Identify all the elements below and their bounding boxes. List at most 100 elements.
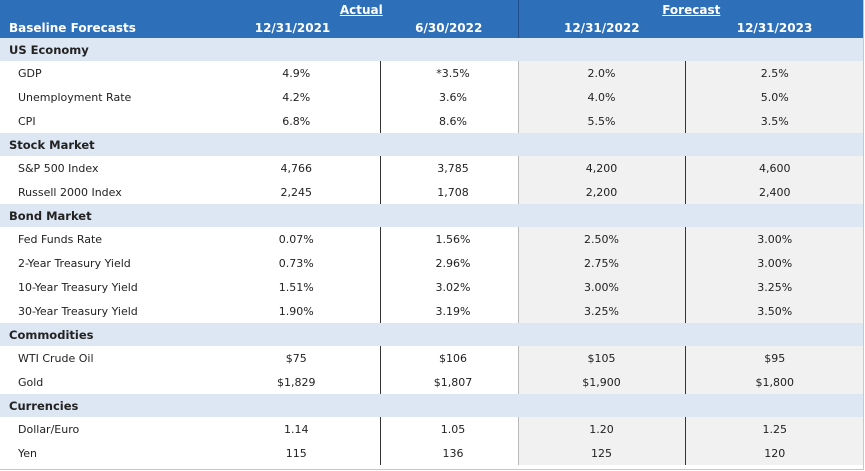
row-label: Unemployment Rate xyxy=(18,90,132,104)
cell-value: 120 xyxy=(684,441,865,465)
cell-value: 4.0% xyxy=(517,85,686,109)
forecast-group-header: Forecast xyxy=(517,0,865,17)
cell-value: 2.75% xyxy=(517,251,686,275)
section-row-us-economy: US Economy xyxy=(0,38,865,61)
cell-value: 4,600 xyxy=(684,156,865,180)
column-header-12-31-2023: 12/31/2023 xyxy=(685,17,865,38)
cell-value: 2.50% xyxy=(517,227,686,251)
cell-value: 3.02% xyxy=(379,275,519,299)
cell-value: 115 xyxy=(285,446,307,460)
forecast-label: Forecast xyxy=(662,3,721,17)
section-label: Currencies xyxy=(0,394,205,417)
cell-value: 5.5% xyxy=(517,109,686,133)
row-label: Yen xyxy=(18,446,37,460)
row-label: 10-Year Treasury Yield xyxy=(18,280,138,294)
cell-value: 6.8% xyxy=(282,114,311,128)
cell-value: $105 xyxy=(517,346,686,370)
section-label: Commodities xyxy=(0,323,205,346)
section-row-stock-market: Stock Market xyxy=(0,133,865,156)
cell-value: 2,245 xyxy=(280,185,313,199)
row-label: Dollar/Euro xyxy=(18,422,80,436)
cell-value: 2.96% xyxy=(379,251,519,275)
cell-value: 3.25% xyxy=(517,299,686,323)
cell-value: 3.6% xyxy=(379,85,519,109)
cell-value: 3.19% xyxy=(379,299,519,323)
cell-value: $95 xyxy=(684,346,865,370)
cell-value: 0.73% xyxy=(278,256,314,270)
cell-value: 4.2% xyxy=(282,90,311,104)
row-label: CPI xyxy=(18,114,36,128)
section-row-bond-market: Bond Market xyxy=(0,204,865,227)
cell-value: 3.25% xyxy=(684,275,865,299)
row-label: GDP xyxy=(18,66,42,80)
cell-value: 4,766 xyxy=(280,161,313,175)
table-row: S&P 500 Index 4,766 3,785 4,200 4,600 xyxy=(0,156,865,180)
cell-value: 0.07% xyxy=(278,232,314,246)
table-row: Russell 2000 Index 2,245 1,708 2,200 2,4… xyxy=(0,180,865,204)
cell-value: 1.14 xyxy=(284,422,309,436)
cell-value: 136 xyxy=(379,441,519,465)
row-label: 30-Year Treasury Yield xyxy=(18,304,138,318)
header-column-row: Baseline Forecasts 12/31/2021 6/30/2022 … xyxy=(0,17,865,38)
cell-value: *3.5% xyxy=(379,61,519,85)
cell-value: 2.0% xyxy=(517,61,686,85)
cell-value: $106 xyxy=(379,346,519,370)
cell-value: 1.25 xyxy=(684,417,865,441)
cell-value: 3.00% xyxy=(684,227,865,251)
cell-value: $1,829 xyxy=(277,375,316,389)
cell-value: 3.00% xyxy=(684,251,865,275)
section-row-commodities: Commodities xyxy=(0,323,865,346)
row-label: Russell 2000 Index xyxy=(18,185,122,199)
table-row: 2-Year Treasury Yield 0.73% 2.96% 2.75% … xyxy=(0,251,865,275)
section-row-currencies: Currencies xyxy=(0,394,865,417)
cell-value: 2.5% xyxy=(684,61,865,85)
cell-value: 1.56% xyxy=(379,227,519,251)
cell-value: 1.90% xyxy=(278,304,314,318)
cell-value: 3,785 xyxy=(379,156,519,180)
actual-label: Actual xyxy=(339,3,383,17)
cell-value: 125 xyxy=(517,441,686,465)
table-row: CPI 6.8% 8.6% 5.5% 3.5% xyxy=(0,109,865,133)
cell-value: 4.9% xyxy=(282,66,311,80)
cell-value: 5.0% xyxy=(684,85,865,109)
cell-value: 4,200 xyxy=(517,156,686,180)
row-label: Fed Funds Rate xyxy=(18,232,103,246)
cell-value: 1.20 xyxy=(517,417,686,441)
cell-value: $1,900 xyxy=(517,370,686,394)
table-row: Unemployment Rate 4.2% 3.6% 4.0% 5.0% xyxy=(0,85,865,109)
column-header-12-31-2021: 12/31/2021 xyxy=(205,17,380,38)
table-row: Yen 115 136 125 120 xyxy=(0,441,865,465)
cell-value: 8.6% xyxy=(379,109,519,133)
table-row: 10-Year Treasury Yield 1.51% 3.02% 3.00%… xyxy=(0,275,865,299)
cell-value: 3.5% xyxy=(684,109,865,133)
cell-value: 2,400 xyxy=(684,180,865,204)
table-row: 30-Year Treasury Yield 1.90% 3.19% 3.25%… xyxy=(0,299,865,323)
header-blank-cell xyxy=(0,0,205,17)
row-label: Gold xyxy=(18,375,44,389)
table-row: Dollar/Euro 1.14 1.05 1.20 1.25 xyxy=(0,417,865,441)
table-row: GDP 4.9% *3.5% 2.0% 2.5% xyxy=(0,61,865,85)
table-row: Fed Funds Rate 0.07% 1.56% 2.50% 3.00% xyxy=(0,227,865,251)
table-row: Gold $1,829 $1,807 $1,900 $1,800 xyxy=(0,370,865,394)
actual-group-header: Actual xyxy=(205,0,519,17)
column-header-12-31-2022: 12/31/2022 xyxy=(517,17,686,38)
row-label: S&P 500 Index xyxy=(18,161,99,175)
cell-value: $1,807 xyxy=(379,370,519,394)
section-label: US Economy xyxy=(0,38,205,61)
cell-value: $75 xyxy=(285,351,307,365)
cell-value: $1,800 xyxy=(684,370,865,394)
section-label: Stock Market xyxy=(0,133,205,156)
cell-value: 1.51% xyxy=(278,280,314,294)
row-label: WTI Crude Oil xyxy=(18,351,94,365)
table-row: WTI Crude Oil $75 $106 $105 $95 xyxy=(0,346,865,370)
section-label: Bond Market xyxy=(0,204,205,227)
column-header-6-30-2022: 6/30/2022 xyxy=(380,17,519,38)
cell-value: 1.05 xyxy=(379,417,519,441)
cell-value: 3.50% xyxy=(684,299,865,323)
row-label: 2-Year Treasury Yield xyxy=(18,256,131,270)
header-group-row: Actual Forecast xyxy=(0,0,865,17)
cell-value: 2,200 xyxy=(517,180,686,204)
cell-value: 1,708 xyxy=(379,180,519,204)
table-title: Baseline Forecasts xyxy=(0,17,205,38)
